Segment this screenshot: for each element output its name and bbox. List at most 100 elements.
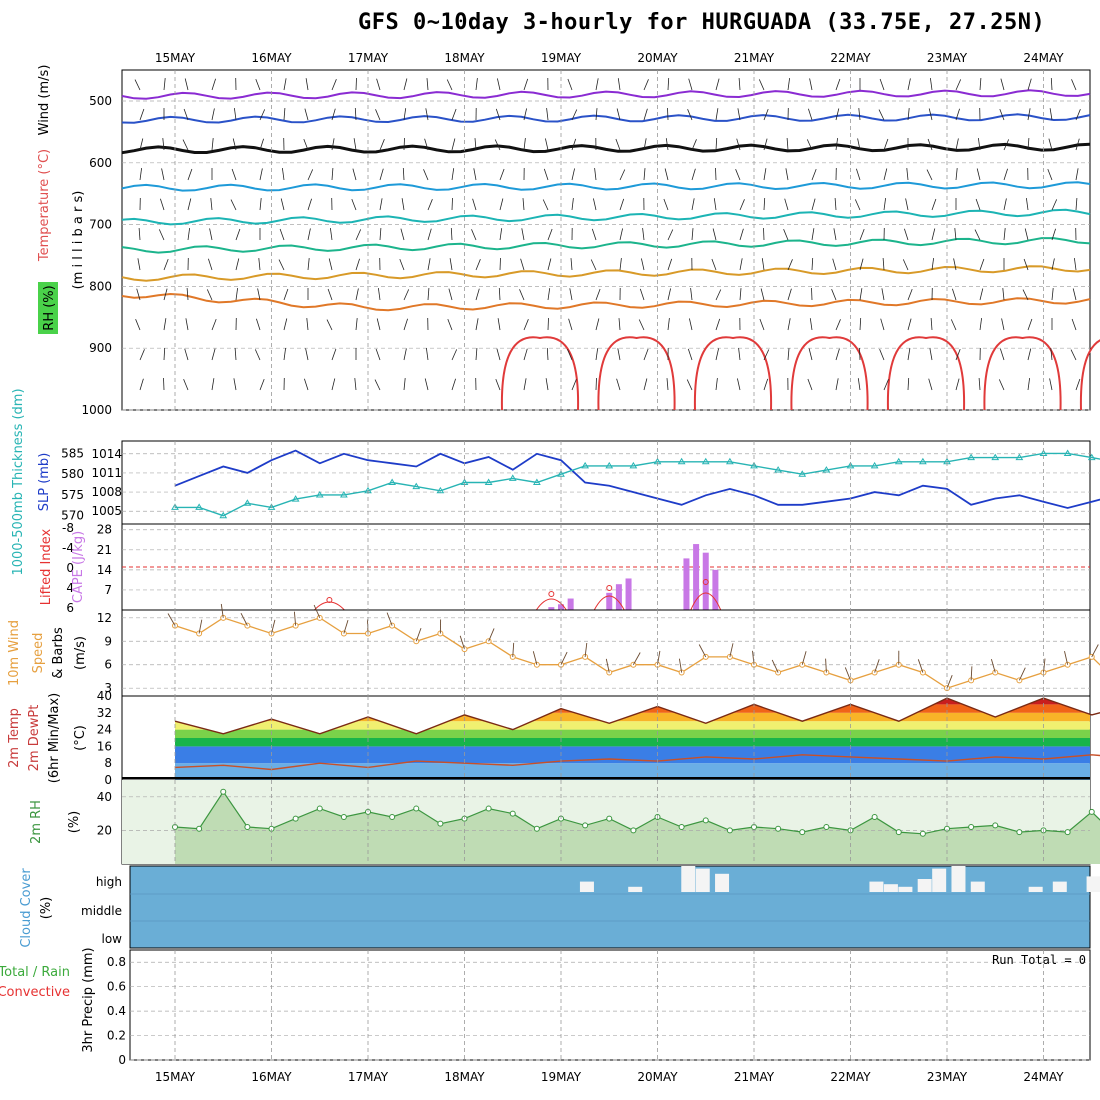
rh-point xyxy=(702,817,709,824)
wind-barb xyxy=(1049,378,1053,391)
wind-barb xyxy=(1051,228,1056,241)
wind-barb xyxy=(642,228,645,241)
wind-barb xyxy=(929,348,933,361)
wind-barb xyxy=(427,258,431,271)
wind-barb xyxy=(571,138,577,151)
wind-barb xyxy=(163,288,168,301)
rh-point xyxy=(992,822,999,829)
precip-ylabel-units: 3hr Precip (mm) xyxy=(81,947,96,1052)
wind-barb xyxy=(667,258,673,271)
wind10-barb xyxy=(271,619,276,634)
slp-ytick-right: 1014 xyxy=(91,447,122,461)
wind-barb xyxy=(643,168,646,181)
wind-barb xyxy=(379,139,385,151)
thickness-line xyxy=(175,452,1100,517)
wind-barb xyxy=(859,258,864,271)
wind-barb xyxy=(474,138,477,151)
cape-bar xyxy=(558,604,564,610)
cloud-bar xyxy=(695,868,710,892)
panel-slp: 1014 1011 1008 1005 585 580 575 570 1000-500mb … xyxy=(11,388,1100,576)
wind10-barb xyxy=(386,612,393,626)
wind-barb xyxy=(230,199,237,211)
wind-barb xyxy=(571,168,575,181)
wind-barb xyxy=(567,78,573,91)
wind-barb xyxy=(352,168,357,181)
wind-barb xyxy=(879,78,885,91)
temp-ytick: 8 xyxy=(104,756,112,770)
precip-ytick: 0 xyxy=(118,1053,126,1067)
rh-point xyxy=(437,820,444,827)
thickness-marker xyxy=(436,486,445,494)
thickness-marker xyxy=(870,461,879,469)
wind-barb xyxy=(854,199,861,211)
wind-barb xyxy=(451,349,458,361)
wind10-barb xyxy=(240,612,248,626)
bottom-day-label: 22MAY xyxy=(830,1070,871,1084)
wind10-barb xyxy=(825,658,827,673)
wind-barb xyxy=(811,228,815,241)
wind10-barb xyxy=(220,603,224,618)
wind-barb xyxy=(162,138,165,151)
wind-barb xyxy=(545,378,549,391)
wind-barb xyxy=(953,258,957,271)
wind-barb xyxy=(591,228,597,241)
wind10-barb xyxy=(698,644,707,658)
wind-barb xyxy=(523,378,527,391)
wind-barb xyxy=(1026,198,1029,211)
precip-run-total: Run Total = 0 xyxy=(992,953,1086,967)
wind-barb xyxy=(355,318,358,331)
panel-cloud: high middle low Cloud Cover (%) xyxy=(19,865,1100,949)
wind-barb xyxy=(667,77,670,91)
wind10-ylabel-a: 10m Wind xyxy=(7,620,22,686)
cloud-bar xyxy=(898,886,913,892)
wind-barb xyxy=(638,319,645,331)
wind-barb xyxy=(499,228,503,241)
wind-barb xyxy=(305,78,309,91)
precip-grid xyxy=(130,961,1090,1061)
wind-barb xyxy=(1070,349,1077,361)
wind-barb xyxy=(831,289,837,301)
wind-barb xyxy=(494,139,501,151)
wind-barb xyxy=(1000,78,1005,91)
wind-barb xyxy=(785,168,789,181)
wind-barb xyxy=(758,79,765,91)
slp-lines xyxy=(122,449,1100,519)
isotherm-lobe xyxy=(1079,339,1100,411)
rh-point xyxy=(485,805,492,812)
rh-point xyxy=(389,813,396,820)
wind-barb xyxy=(595,318,600,331)
isotherm-lobe xyxy=(790,336,869,411)
wind-barb xyxy=(663,198,669,211)
wind-barb xyxy=(928,108,933,121)
thickness-ytick: 575 xyxy=(61,488,84,502)
wind-barb xyxy=(1003,168,1008,181)
wind10-yticks: 12 9 6 3 xyxy=(97,611,112,695)
wind-barb xyxy=(427,199,433,211)
wind-barb xyxy=(571,379,577,391)
wind10-barb xyxy=(678,658,683,673)
wind-barb xyxy=(787,78,790,91)
wind-barb xyxy=(210,198,213,211)
bottom-day-label: 21MAY xyxy=(734,1070,775,1084)
wind-barb xyxy=(283,288,289,301)
wind-barb xyxy=(1027,78,1032,91)
wind-barb xyxy=(691,139,697,151)
cape-yticks: 28 21 14 7 -8 -4 0 4 6 xyxy=(62,521,112,615)
wind-barb xyxy=(979,77,982,91)
wind-barb xyxy=(950,319,957,331)
wind-barb xyxy=(907,348,911,361)
wind-barb xyxy=(955,108,960,121)
thickness-marker xyxy=(581,461,590,469)
wind-barb xyxy=(378,288,381,301)
wind-barb xyxy=(331,79,337,91)
wind-barb xyxy=(835,108,840,121)
wind-barb xyxy=(1022,289,1029,301)
wind-barb xyxy=(425,108,429,121)
wind-barb xyxy=(182,139,189,151)
precip-ytick: 0.4 xyxy=(107,1004,126,1018)
wind-barb xyxy=(735,169,741,181)
isotherm-line xyxy=(121,208,1091,226)
wind-barb xyxy=(354,107,357,121)
cape-bar xyxy=(615,584,622,610)
